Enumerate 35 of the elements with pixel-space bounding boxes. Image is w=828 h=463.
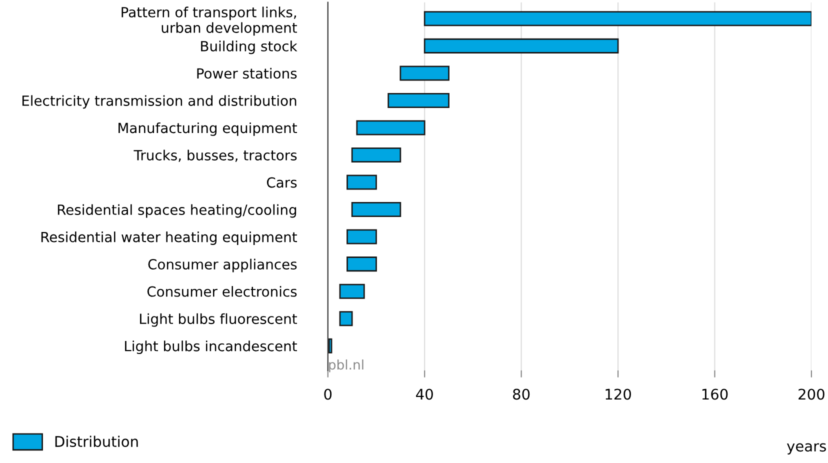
x-tick-label: 40	[416, 388, 433, 400]
bar	[346, 229, 377, 244]
legend-label: Distribution	[55, 436, 138, 448]
x-tick-label: 200	[798, 388, 824, 400]
annotation: pbl.nl	[329, 359, 364, 372]
y-tick-label: Pattern of transport links, urban development	[122, 6, 297, 36]
bar	[346, 174, 377, 190]
y-tick-label: Light bulbs incandescent	[125, 340, 297, 354]
x-tick-label: 0	[324, 388, 332, 400]
bar	[351, 202, 402, 218]
bar	[424, 11, 812, 26]
bar	[339, 311, 353, 326]
y-tick-label: Residential water heating equipment	[41, 232, 297, 245]
bar	[424, 38, 619, 54]
x-tick-label: 160	[702, 388, 728, 400]
y-tick-label: Consumer appliances	[148, 258, 297, 272]
x-tick-label: 120	[606, 388, 631, 400]
y-tick-label: Light bulbs fluorescent	[140, 313, 297, 327]
bar	[328, 338, 332, 354]
y-tick-label: Cars	[266, 177, 297, 188]
y-tick-label: Building stock	[201, 40, 298, 54]
bar	[356, 120, 426, 136]
y-tick-label: Residential spaces heating/cooling	[58, 204, 296, 218]
bar	[351, 147, 402, 163]
x-axis-title: years	[786, 443, 826, 454]
y-tick-label: Power stations	[197, 68, 297, 79]
bar	[388, 92, 450, 108]
y-tick-label: Manufacturing equipment	[118, 122, 297, 136]
y-tick-label: Electricity transmission and distribution	[22, 95, 296, 109]
bar	[339, 284, 365, 299]
y-tick-label: Trucks, busses, tractors	[134, 150, 297, 162]
bar	[346, 256, 377, 272]
y-tick-label: Consumer electronics	[147, 286, 297, 297]
x-tick-label: 80	[513, 388, 530, 400]
bar	[400, 66, 450, 81]
